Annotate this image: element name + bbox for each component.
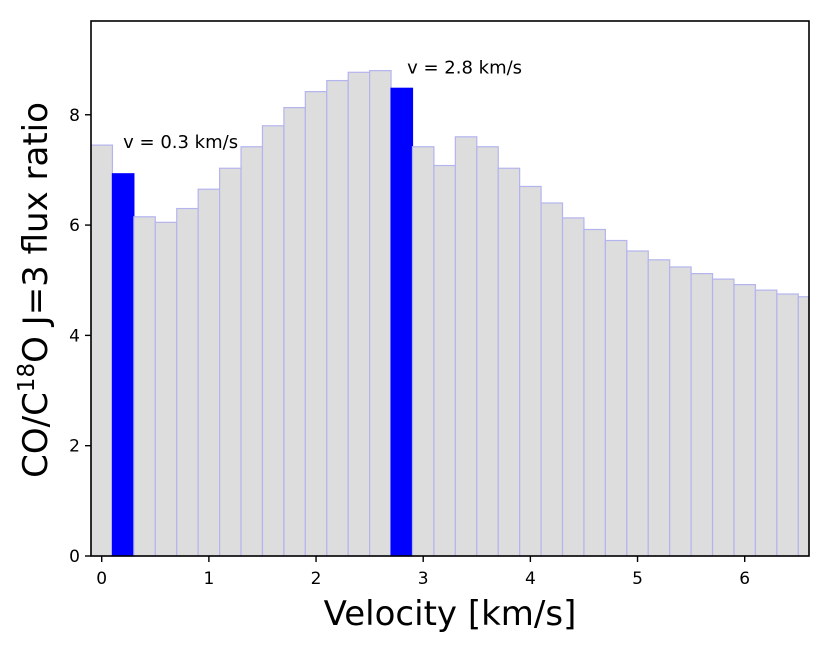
- bar: [733, 284, 757, 557]
- velocity-annotation: v = 0.3 km/s: [123, 132, 238, 153]
- bars-group: [90, 70, 810, 557]
- bar: [476, 146, 499, 557]
- x-tick-label: 4: [525, 569, 536, 589]
- bar: [304, 90, 328, 557]
- y-axis-title-prefix: CO/C: [16, 392, 56, 478]
- bar: [711, 278, 735, 557]
- bar: [218, 167, 242, 557]
- highlighted-bar: [390, 87, 414, 557]
- bar: [261, 125, 285, 557]
- x-tick-label: 3: [418, 569, 429, 589]
- bar: [604, 239, 628, 557]
- x-axis-ticks: 0 1 2 3 4 5 6: [96, 556, 750, 589]
- bar: [347, 71, 371, 557]
- annotations: v = 0.3 km/s v = 2.8 km/s: [123, 57, 522, 152]
- y-tick-label: 8: [69, 106, 80, 126]
- bar: [454, 136, 478, 557]
- y-tick-label: 2: [69, 437, 80, 457]
- x-tick-label: 1: [203, 569, 214, 589]
- bar: [197, 188, 221, 557]
- bar: [540, 202, 564, 557]
- bar: [176, 207, 199, 557]
- highlighted-bar: [111, 173, 135, 557]
- y-axis-title: CO/C18O J=3 flux ratio: [14, 102, 56, 478]
- y-axis-title-suffix: O J=3 flux ratio: [16, 102, 56, 363]
- bar: [754, 289, 778, 557]
- bar: [497, 167, 521, 557]
- x-tick-label: 5: [632, 569, 643, 589]
- bar: [561, 217, 585, 557]
- bar: [154, 221, 178, 557]
- bar: [626, 250, 649, 557]
- y-tick-label: 4: [69, 326, 80, 346]
- bar: [433, 164, 456, 557]
- x-tick-label: 2: [311, 569, 322, 589]
- bar: [776, 293, 799, 557]
- x-tick-label: 0: [96, 569, 107, 589]
- bar: [283, 106, 306, 557]
- velocity-annotation: v = 2.8 km/s: [407, 57, 522, 78]
- bar: [326, 79, 349, 557]
- y-tick-label: 6: [69, 216, 80, 236]
- bar: [90, 144, 114, 557]
- plot-frame: [90, 20, 810, 557]
- y-axis-ticks: 0 2 4 6 8: [69, 106, 91, 567]
- bar: [797, 296, 810, 557]
- y-axis-title-superscript: 18: [14, 363, 40, 392]
- bar: [690, 273, 714, 557]
- x-tick-label: 6: [739, 569, 750, 589]
- bar: [133, 216, 156, 557]
- bar: [411, 146, 435, 557]
- y-tick-label: 0: [69, 547, 80, 567]
- bar: [647, 259, 671, 557]
- bar: [519, 185, 542, 557]
- bar: [669, 266, 692, 557]
- bar: [583, 228, 606, 557]
- bar: [369, 70, 392, 557]
- bar: [240, 146, 264, 557]
- x-axis-title: Velocity [km/s]: [324, 594, 577, 634]
